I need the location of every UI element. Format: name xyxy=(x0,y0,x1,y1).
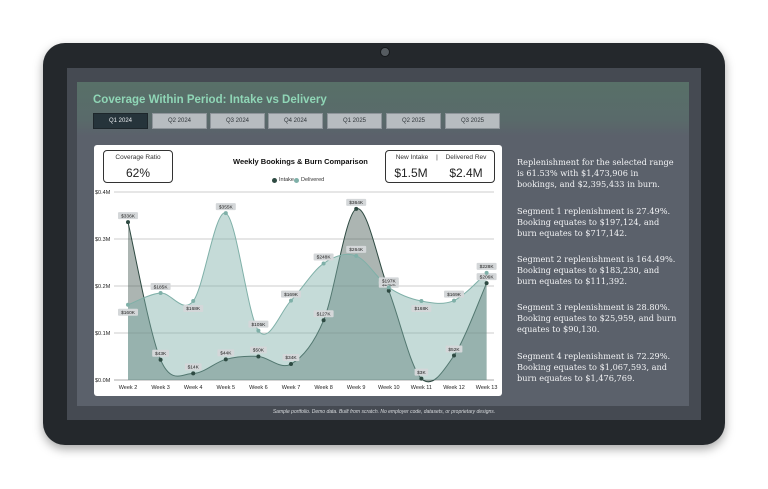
page-title: Coverage Within Period: Intake vs Delive… xyxy=(93,94,327,106)
insight-summary: Replenishment for the selected range is … xyxy=(517,157,674,189)
coverage-ratio-label: Coverage Ratio xyxy=(115,154,161,161)
legend-delivered: Delivered xyxy=(294,177,324,183)
footer-note: Sample portfolio. Demo data. Built from … xyxy=(272,409,496,415)
tab-q3-2025[interactable]: Q3 2025 xyxy=(445,113,500,129)
kpi-divider: | xyxy=(436,154,438,161)
tab-q3-2024[interactable]: Q3 2024 xyxy=(210,113,265,129)
intake-delivered-card xyxy=(385,150,495,183)
insight-segment-4: Segment 4 replenishment is 72.29%. Booki… xyxy=(517,351,671,383)
new-intake-label: New Intake xyxy=(395,154,429,161)
legend-intake: Intake xyxy=(272,177,294,183)
delivered-rev-label: Delivered Rev xyxy=(445,154,487,161)
legend-intake-label: Intake xyxy=(279,177,294,183)
legend-intake-swatch xyxy=(272,177,277,183)
coverage-ratio-value: 62% xyxy=(125,166,151,180)
insight-segment-3: Segment 3 replenishment is 28.80%. Booki… xyxy=(517,302,677,334)
legend-delivered-swatch xyxy=(294,177,299,183)
chart-title: Weekly Bookings & Burn Comparison xyxy=(233,157,368,166)
insight-segment-2: Segment 2 replenishment is 164.49%. Book… xyxy=(517,254,676,286)
delivered-rev-value: $2.4M xyxy=(449,166,483,180)
legend-delivered-label: Delivered xyxy=(301,177,325,183)
insight-segment-1: Segment 1 replenishment is 27.49%. Booki… xyxy=(517,206,671,238)
tab-q4-2024[interactable]: Q4 2024 xyxy=(268,113,323,129)
tab-q1-2024[interactable]: Q1 2024 xyxy=(93,113,148,129)
camera-icon xyxy=(380,47,390,57)
tab-q1-2025[interactable]: Q1 2025 xyxy=(327,113,382,129)
tab-q2-2024[interactable]: Q2 2024 xyxy=(152,113,207,129)
tab-q2-2025[interactable]: Q2 2025 xyxy=(386,113,441,129)
new-intake-value: $1.5M xyxy=(394,166,428,180)
coverage-ratio-card xyxy=(103,150,173,183)
